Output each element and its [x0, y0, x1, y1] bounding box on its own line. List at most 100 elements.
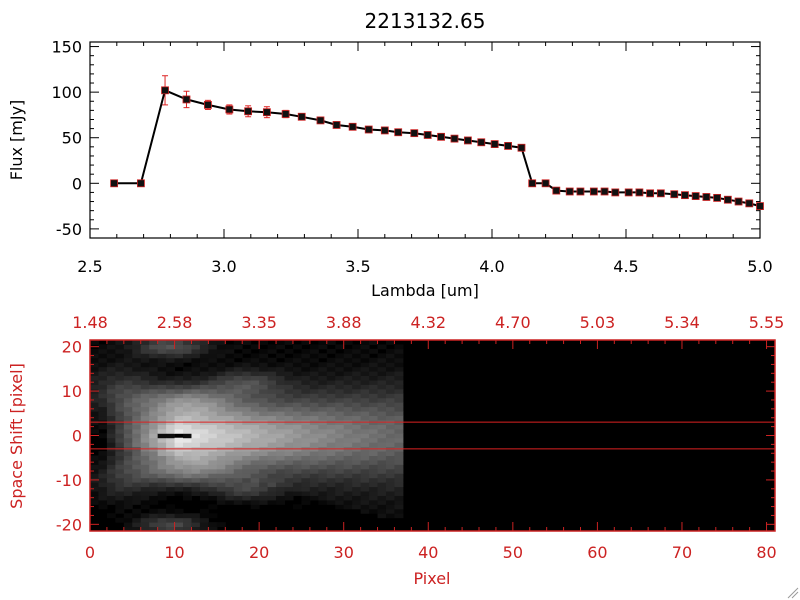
image-pixel — [183, 442, 192, 448]
image-pixel — [132, 473, 142, 479]
image-pixel — [132, 486, 142, 492]
image-pixel — [199, 428, 209, 434]
data-point — [380, 126, 389, 135]
image-pixel — [352, 388, 362, 394]
image-pixel — [309, 353, 319, 359]
image-pixel — [208, 459, 218, 465]
image-pixel — [276, 482, 286, 488]
image-pixel — [233, 411, 243, 417]
image-pixel — [123, 468, 133, 474]
image-pixel — [199, 482, 209, 488]
image-pixel — [157, 362, 167, 368]
image-pixel — [183, 433, 192, 439]
image-pixel — [90, 482, 99, 488]
image-pixel — [191, 522, 201, 528]
image-pixel — [326, 371, 336, 377]
image-pixel — [360, 486, 370, 492]
image-pixel — [123, 526, 133, 532]
image-pixel — [309, 375, 319, 381]
image-pixel — [90, 366, 99, 372]
image-pixel — [326, 411, 336, 417]
image-pixel — [267, 459, 277, 465]
image-pixel — [259, 468, 269, 474]
image-pixel — [140, 491, 150, 496]
image-pixel — [301, 362, 311, 368]
image-pixel — [326, 348, 336, 354]
image-pixel — [352, 384, 362, 390]
image-pixel — [225, 433, 235, 439]
image-pixel — [292, 353, 302, 359]
image-pixel — [369, 482, 379, 488]
image-pixel — [377, 393, 387, 399]
image-pixel — [123, 371, 133, 377]
image-pixel — [335, 424, 345, 430]
image-pixel — [183, 473, 192, 479]
image-pixel — [166, 375, 176, 381]
image-pixel — [385, 388, 395, 394]
image-pixel — [318, 362, 328, 368]
image-pixel — [276, 344, 286, 350]
x-tick-label: 4.5 — [613, 257, 638, 276]
image-pixel — [343, 357, 353, 363]
image-pixel — [360, 464, 370, 470]
image-pixel — [267, 424, 277, 430]
image-pixel — [352, 482, 362, 488]
image-pixel — [360, 508, 370, 514]
image-pixel — [183, 415, 192, 421]
image-pixel — [292, 468, 302, 474]
y-tick-label: -50 — [56, 220, 82, 239]
image-pixel — [326, 379, 336, 385]
data-point — [297, 112, 306, 121]
image-pixel — [174, 406, 184, 412]
image-pixel — [326, 397, 336, 403]
image-pixel — [199, 366, 209, 372]
image-pixel — [343, 433, 353, 439]
image-pixel — [183, 384, 192, 390]
image-pixel — [208, 402, 218, 408]
data-point — [182, 95, 191, 104]
image-pixel — [267, 473, 277, 479]
image-pixel — [174, 357, 184, 363]
data-point — [670, 190, 679, 199]
image-pixel — [276, 353, 286, 359]
image-pixel — [385, 362, 395, 368]
image-pixel — [360, 491, 370, 496]
image-pixel — [123, 379, 133, 385]
image-pixel — [335, 379, 345, 385]
image-pixel — [132, 388, 142, 394]
image-pixel — [191, 451, 201, 456]
data-point — [635, 188, 644, 197]
image-pixel — [98, 379, 108, 385]
image-pixel — [123, 433, 133, 439]
data-point — [624, 188, 633, 197]
image-pixel — [115, 428, 125, 434]
image-pixel — [301, 459, 311, 465]
image-pixel — [385, 415, 395, 421]
image-pixel — [259, 402, 269, 408]
image-pixel — [216, 340, 226, 345]
image-pixel — [157, 508, 167, 514]
image-pixel — [199, 486, 209, 492]
image-pixel — [284, 397, 294, 403]
image-pixel — [157, 393, 167, 399]
image-pixel — [166, 486, 176, 492]
data-point — [348, 122, 357, 131]
image-pixel — [250, 371, 260, 377]
image-pixel — [183, 477, 192, 483]
image-pixel — [242, 393, 252, 399]
image-pixel — [157, 402, 167, 408]
image-pixel — [267, 491, 277, 496]
image-pixel — [98, 473, 108, 479]
image-pixel — [199, 491, 209, 496]
image-pixel — [309, 415, 319, 421]
image-pixel — [259, 375, 269, 381]
resize-grip-icon[interactable] — [787, 587, 799, 599]
image-pixel — [140, 353, 150, 359]
image-pixel — [318, 415, 328, 421]
data-point — [225, 105, 234, 114]
image-pixel — [385, 486, 395, 492]
image-pixel — [115, 362, 125, 368]
y-tick-label: 20 — [62, 338, 82, 357]
image-pixel — [199, 468, 209, 474]
image-pixel — [326, 491, 336, 496]
